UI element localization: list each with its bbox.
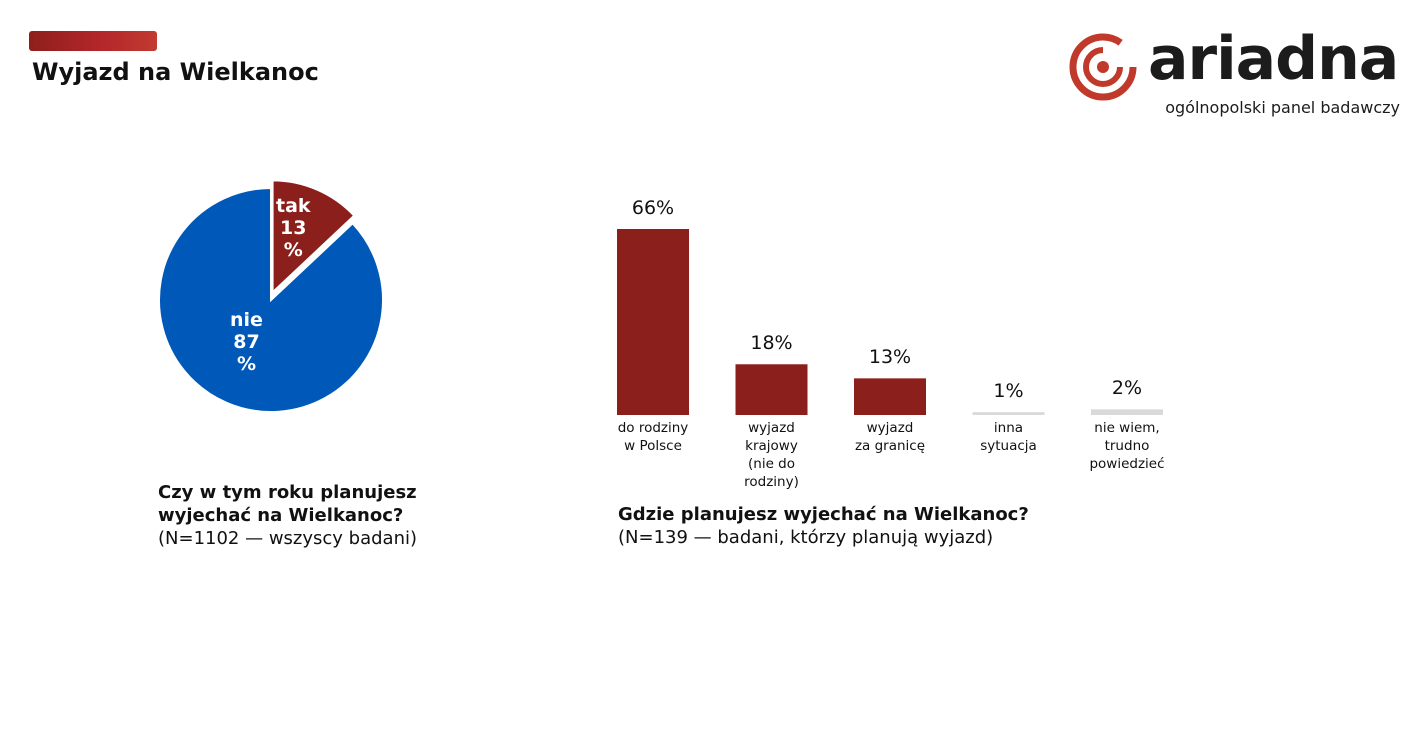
bar-4 [1091, 409, 1163, 415]
pie-label-yes-name: tak [276, 195, 311, 217]
bar-category-label-2: wyjazd za granicę [854, 420, 926, 454]
pie-chart-svg [158, 179, 384, 413]
pie-label-no-name: nie [230, 309, 263, 331]
pie-label-yes: tak 13% [276, 195, 311, 261]
bar-value-label-0: 66% [631, 197, 675, 219]
bar-chart-svg [617, 229, 1163, 415]
bar-question-subtitle: (N=139 — badani, którzy planują wyjazd) [618, 527, 994, 548]
accent-bar [29, 31, 157, 51]
bar-category-label-0: do rodziny w Polsce [617, 420, 689, 454]
bar-3 [972, 412, 1045, 415]
slide-title: Wyjazd na Wielkanoc [32, 58, 319, 86]
bar-chart: 66% do rodziny w Polsce 18% wyjazd krajowy … [600, 190, 1200, 490]
bar-value-label-4: 2% [1111, 377, 1143, 400]
bar-value-label-3: 1% [993, 380, 1024, 403]
bar-category-label-3: inna sytuacja [980, 420, 1037, 454]
pie-slice-nie [158, 186, 384, 413]
pie-label-no-value: 87% [233, 331, 260, 375]
bar-value-label-2: 13% [868, 346, 912, 369]
logo-target-icon [1069, 33, 1137, 101]
bar-question: Gdzie planujesz wyjechać na Wielkanoc? (… [618, 503, 1078, 549]
pie-slice-tak [271, 179, 356, 295]
pie-question-subtitle: (N=1102 — wszyscy badani) [158, 528, 418, 549]
ariadna-logo: ariadna ogólnopolski panel badawczy [1068, 24, 1408, 125]
logo-wordmark: ariadna [1148, 24, 1399, 94]
pie-label-yes-value: 13% [280, 217, 307, 261]
pie-question-title: Czy w tym roku planujesz wyjechać na Wie… [158, 482, 417, 526]
bar-question-title: Gdzie planujesz wyjechać na Wielkanoc? [618, 504, 1029, 525]
bar-1 [735, 364, 808, 415]
logo-tagline: ogólnopolski panel badawczy [1165, 98, 1400, 117]
bar-0 [617, 229, 689, 415]
bar-2 [854, 378, 926, 415]
bar-value-label-1: 18% [750, 332, 793, 355]
pie-label-no: nie 87% [230, 309, 263, 375]
bar-category-label-4: nie wiem, trudno powiedzieć [1089, 420, 1165, 472]
pie-chart: tak 13% nie 87% [150, 175, 400, 425]
pie-question: Czy w tym roku planujesz wyjechać na Wie… [158, 481, 448, 550]
bar-category-label-1: wyjazd krajowy (nie do rodziny) [744, 420, 799, 490]
